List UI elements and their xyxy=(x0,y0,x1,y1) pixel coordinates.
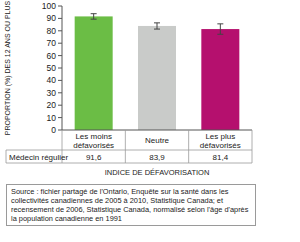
x-tick-label: Les plusdéfavorisés xyxy=(200,132,241,150)
y-tick xyxy=(58,68,62,69)
series-name: Médecin régulier xyxy=(9,153,68,162)
y-tick xyxy=(58,6,62,7)
error-cap xyxy=(154,22,160,23)
error-bar xyxy=(91,14,97,19)
bar xyxy=(138,26,176,130)
y-tick xyxy=(58,117,62,118)
bars xyxy=(75,14,240,130)
error-stem xyxy=(157,23,158,29)
error-bar xyxy=(217,24,223,34)
y-tick-label: 80 xyxy=(47,26,57,36)
bar xyxy=(75,16,113,130)
y-tick-label: 0 xyxy=(51,125,56,135)
data-label: 81,4 xyxy=(213,153,229,162)
x-axis-label: INDICE DE DÉFAVORISATION xyxy=(105,168,210,177)
y-tick-label: 100 xyxy=(42,1,56,11)
source-note: Source : fichier partagé de l'Ontario, E… xyxy=(6,184,256,226)
table-rule xyxy=(6,163,252,164)
y-tick xyxy=(58,43,62,44)
x-axis xyxy=(62,130,252,131)
data-label: 91,6 xyxy=(86,153,102,162)
y-tick xyxy=(58,105,62,106)
y-tick-label: 10 xyxy=(47,113,57,123)
y-tick-label: 90 xyxy=(47,13,57,23)
error-cap xyxy=(91,13,97,14)
x-tick-label: Les moinsdéfavorisés xyxy=(73,132,114,150)
error-cap xyxy=(217,23,223,24)
y-tick-label: 70 xyxy=(47,38,57,48)
y-tick-label: 40 xyxy=(47,75,57,85)
chart-wrap: 0 10 20 30 40 50 60 70 80 90 100 PROPORTION (%) DES… xyxy=(0,0,300,242)
table-rule xyxy=(6,150,7,163)
table-rule xyxy=(6,150,252,151)
table-rule xyxy=(188,130,189,163)
y-tick xyxy=(58,80,62,81)
table-rule xyxy=(252,130,253,163)
label-line: Les plus xyxy=(205,132,235,141)
label-line: Neutre xyxy=(145,136,170,145)
error-stem xyxy=(220,24,221,34)
label-line: défavorisés xyxy=(73,141,114,150)
y-tick-label: 50 xyxy=(47,63,57,73)
data-label: 83,9 xyxy=(149,153,165,162)
error-cap xyxy=(217,34,223,35)
error-stem xyxy=(93,14,94,19)
y-tick xyxy=(58,92,62,93)
x-tick-label: Neutre xyxy=(145,136,170,145)
y-tick xyxy=(58,30,62,31)
bar xyxy=(201,29,239,130)
error-bar xyxy=(154,23,160,29)
data-table: Les moinsdéfavorisésNeutreLes plusdéfavo… xyxy=(6,130,252,163)
y-tick xyxy=(58,18,62,19)
y-tick xyxy=(58,55,62,56)
y-tick xyxy=(58,130,62,131)
y-tick-label: 30 xyxy=(47,88,57,98)
table-rule xyxy=(125,130,126,163)
y-tick-label: 60 xyxy=(47,51,57,61)
y-axis-label: PROPORTION (%) DES 12 ANS OU PLUS xyxy=(4,0,12,135)
y-tick-label: 20 xyxy=(47,100,57,110)
label-line: défavorisés xyxy=(200,141,241,150)
error-cap xyxy=(154,29,160,30)
error-cap xyxy=(91,19,97,20)
label-line: Les moins xyxy=(75,132,111,141)
